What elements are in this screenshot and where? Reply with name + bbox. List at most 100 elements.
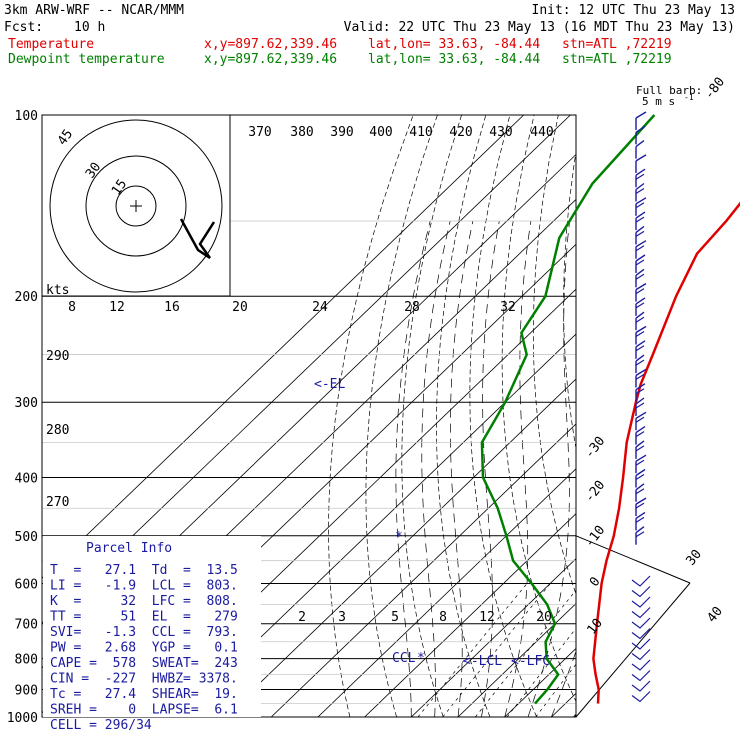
speed-scale-label: 32 [500, 300, 516, 315]
isotherm-line [270, 423, 576, 717]
dry-adiabat-line [702, 115, 740, 717]
wind-barb-flag [635, 459, 645, 466]
wind-barb-flag [635, 340, 646, 348]
wind-barb-flag [635, 354, 645, 362]
mixing-ratio-line [417, 583, 528, 717]
hodograph-ring-label-15: 15 [109, 177, 130, 198]
parcel-info-title: Parcel Info [86, 541, 172, 556]
wind-barb-flag [635, 173, 645, 180]
parcel-info-row: SVI= -1.3 CCL = 793. [50, 625, 238, 640]
temperature-profile-line [592, 201, 740, 704]
wind-barb-flag [635, 531, 645, 538]
isotherm-label: -20 [582, 478, 608, 506]
wind-barb-flag [635, 211, 646, 219]
pressure-label: 400 [15, 471, 38, 486]
wind-barb-flag [635, 182, 645, 191]
dry-adiabat-line [649, 115, 740, 717]
isotherm-label: 30 [684, 547, 705, 569]
parcel-info-row: T = 27.1 Td = 13.5 [50, 563, 238, 578]
hodograph-ring-label-45: 45 [55, 127, 76, 148]
mixing-ratio-label: 20 [536, 610, 552, 625]
parcel-info-row: K = 32 LFC = 808. [50, 594, 238, 609]
speed-scale-label: 24 [312, 300, 328, 315]
mixing-ratio-line [475, 589, 576, 717]
dry-adiabat-line [533, 115, 576, 596]
hodograph-ring-label-30: 30 [83, 160, 104, 181]
mixing-ratio-line [442, 583, 551, 717]
pressure-label: 500 [15, 530, 38, 545]
dewpoint-legend-latlon: lat,lon= 33.63, -84.44 [368, 52, 540, 67]
speed-scale-label: 16 [164, 300, 180, 315]
lfc-marker: <-LFC [511, 654, 550, 669]
isotherm-label: 10 [585, 616, 606, 638]
mixing-ratio-label: 8 [439, 610, 447, 625]
wind-barb-flag [635, 454, 647, 462]
wind-barb-low [631, 680, 651, 692]
pressure-axis-labels: 100 200 300 400 500 600 700 800 900 1000 [7, 109, 38, 726]
parcel-info-row: CIN = -227 HWBZ= 3378. [50, 672, 238, 687]
star-marker: * [395, 530, 403, 545]
pressure-label: 1000 [7, 711, 38, 726]
pressure-label: 800 [15, 653, 38, 668]
mixing-ratio-line [535, 663, 576, 717]
theta-e-label: 370 [248, 125, 271, 140]
wind-barb-flag [635, 282, 647, 291]
wind-barb-flag [635, 345, 645, 352]
wind-barb-flag [635, 511, 646, 519]
parcel-info-row: PW = 2.68 YGP = 0.1 [50, 641, 238, 656]
speed-scale-label: 28 [404, 300, 420, 315]
el-marker: <-EL [314, 377, 345, 392]
theta-e-label: 440 [530, 125, 553, 140]
pressure-label: 700 [15, 618, 38, 633]
valid-time: Valid: 22 UTC Thu 23 May 13 (16 MDT Thu … [344, 20, 735, 35]
barb-scale-title: Full barb: [636, 84, 702, 97]
plot-frame [41, 114, 577, 718]
wind-barb-flag [635, 268, 645, 276]
parcel-info-background [43, 536, 261, 717]
theta-e-label: 410 [409, 125, 432, 140]
wind-barb-low [631, 617, 651, 629]
theta-label: 270 [46, 495, 69, 510]
wind-barb-low [631, 586, 651, 598]
wind-barb-flag [635, 445, 645, 452]
mixing-ratio-label: 3 [338, 610, 346, 625]
isotherm-line [364, 513, 576, 717]
wind-barb-flag [635, 316, 645, 323]
dewpoint-legend-xy: x,y=897.62,339.46 [204, 52, 337, 67]
wind-barb-flag [635, 359, 645, 366]
wind-barb-low [631, 670, 651, 682]
wind-barb-flag [635, 225, 645, 233]
wind-barb-flag [635, 497, 647, 505]
wind-barb-flag [635, 526, 645, 534]
wind-barb-flag [635, 216, 645, 223]
wind-barb-flag [635, 259, 645, 266]
hodograph-ring-inner [115, 185, 157, 227]
moist-adiabat-line [481, 220, 500, 717]
wind-barb-flag [635, 154, 647, 162]
isotherm-line [692, 115, 740, 717]
wind-barb-flag [635, 297, 646, 305]
moist-adiabat-line [421, 220, 451, 717]
pressure-label: 200 [15, 290, 38, 305]
wind-barb-flag [635, 197, 647, 205]
init-time: Init: 12 UTC Thu 23 May 13 [532, 3, 736, 18]
wind-barb-flag [635, 416, 645, 423]
wind-barb-flag [635, 111, 647, 119]
hodograph-trace [179, 218, 216, 260]
temperature-legend-station: stn=ATL ,72219 [562, 37, 672, 52]
wind-barb-flag [635, 426, 646, 434]
dry-adiabat-line [401, 115, 462, 717]
dry-adiabat-line [328, 115, 414, 717]
mixing-ratio-line [573, 713, 576, 717]
temperature-legend-name: Temperature [8, 37, 94, 52]
mixing-ratio-label: 2 [298, 610, 306, 625]
wind-barb-low [631, 659, 651, 671]
pressure-label: 300 [15, 396, 38, 411]
dry-adiabat-line [365, 115, 438, 717]
theta-e-label: 420 [449, 125, 472, 140]
isotherm-line [224, 378, 576, 717]
isotherm-label: 40 [705, 604, 726, 626]
mixing-ratio-label: 5 [391, 610, 399, 625]
isotherm-line [42, 115, 524, 579]
wind-barb-flag [635, 311, 645, 319]
